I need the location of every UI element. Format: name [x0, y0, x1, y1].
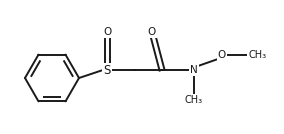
- Text: CH₃: CH₃: [249, 50, 267, 60]
- Text: O: O: [218, 50, 226, 60]
- Text: O: O: [103, 27, 111, 37]
- Text: O: O: [148, 27, 156, 37]
- Text: CH₃: CH₃: [185, 95, 203, 105]
- Text: N: N: [190, 65, 198, 75]
- Text: S: S: [103, 64, 111, 77]
